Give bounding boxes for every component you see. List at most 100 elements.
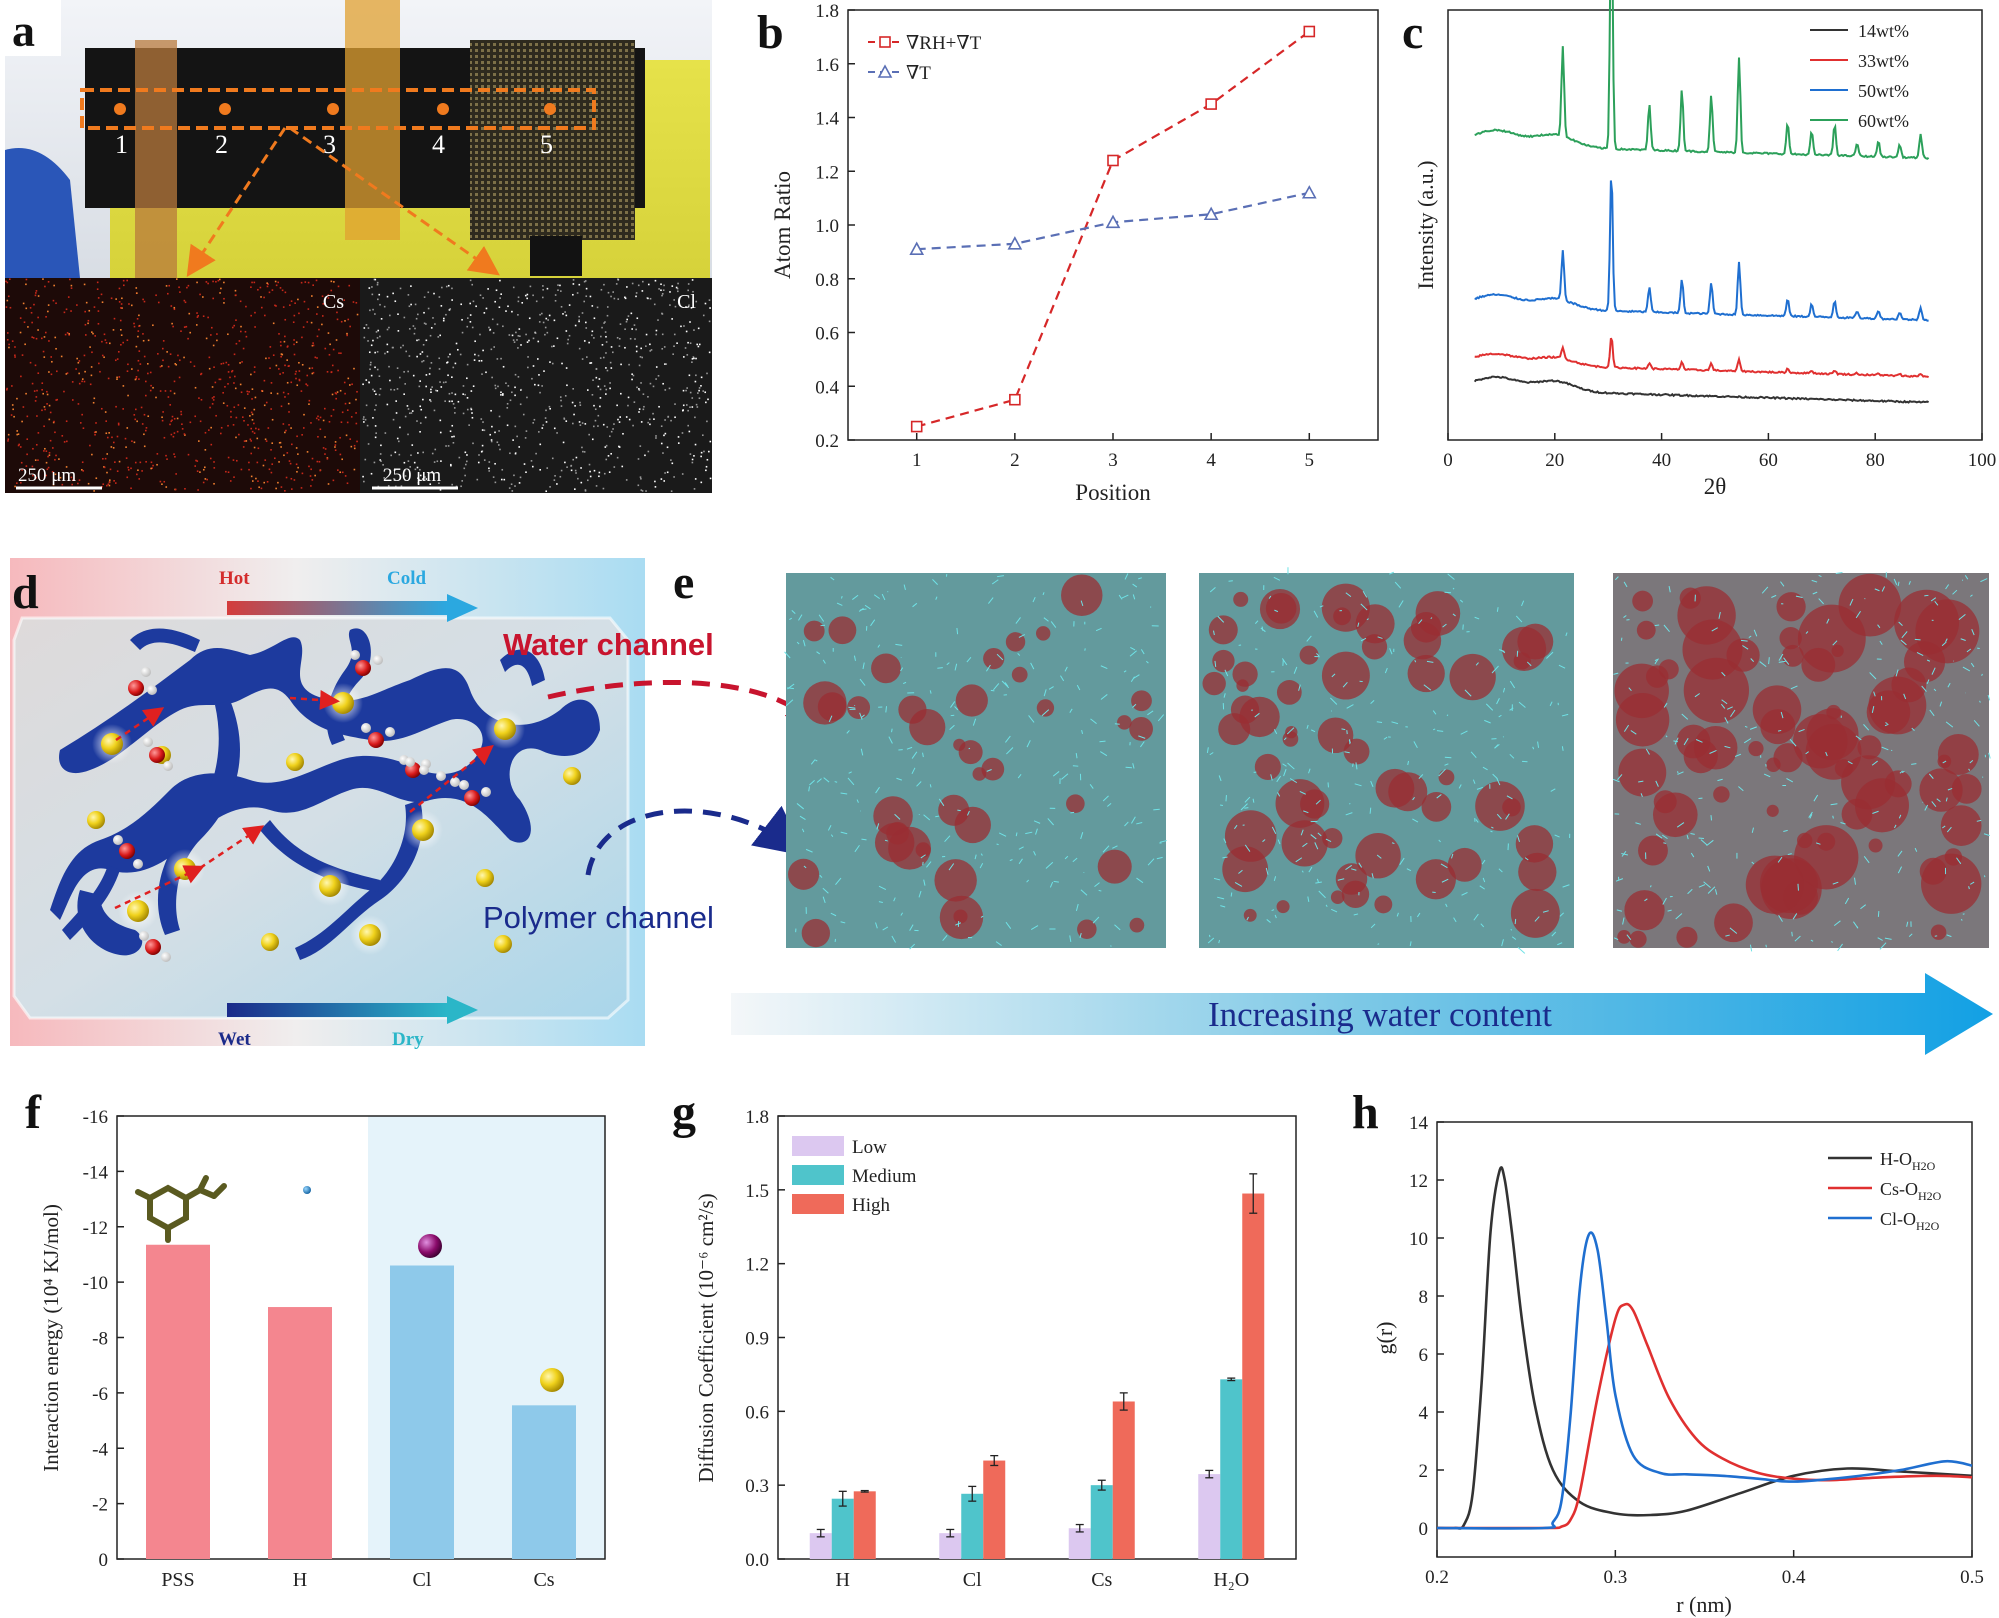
polymer-strand [861,838,867,841]
legend-label: 33wt% [1858,51,1909,71]
eds-dot [451,400,453,403]
eds-dot [183,433,186,435]
eds-dot [479,333,481,336]
eds-dot [362,418,365,420]
eds-dot [419,468,421,471]
eds-dot [380,460,382,462]
eds-dot [270,449,272,451]
eds-dot [207,316,209,319]
polymer-strand [966,657,972,663]
polymer-strand [1217,615,1225,623]
eds-dot [46,390,48,393]
eds-dot [534,332,537,334]
polymer-strand [1080,832,1084,840]
eds-dot [642,408,645,411]
eds-dot [311,479,314,481]
polymer-strand [1558,664,1566,669]
water-cluster [1745,855,1804,914]
eds-dot [439,334,442,337]
polymer-strand [1761,586,1769,594]
eds-dot [414,327,416,330]
eds-dot [603,385,606,387]
eds-dot [275,305,277,307]
eds-dot [474,340,476,343]
polymer-strand [1436,730,1444,732]
eds-dot [43,356,46,358]
eds-dot [31,465,34,468]
eds-dot [677,282,679,285]
polymer-strand [944,835,951,842]
eds-dot [45,450,48,452]
eds-dot [403,461,406,464]
eds-dot [408,412,411,415]
eds-dot [43,406,46,408]
eds-dot [250,373,252,376]
eds-dot [499,297,501,299]
eds-dot [535,300,538,303]
eds-dot [670,490,673,492]
water-cluster [1421,792,1452,822]
eds-dot [619,416,622,418]
eds-dot [431,386,433,388]
eds-dot [326,457,329,459]
eds-dot [340,352,342,355]
eds-dot [363,336,366,339]
eds-dot [649,382,652,385]
y-tick-label: -16 [83,1107,108,1128]
polymer-strand [1655,780,1659,787]
polymer-strand [1209,586,1216,593]
eds-dot [480,450,483,453]
eds-dot [592,379,594,381]
eds-dot [512,286,515,289]
x-tick-label: PSS [161,1569,194,1591]
eds-dot [691,361,693,363]
eds-dot [263,404,266,407]
eds-dot [334,449,337,452]
polymer-strand [1118,594,1123,600]
eds-dot [474,353,476,356]
eds-dot [145,394,147,397]
eds-dot [52,299,55,302]
eds-dot [660,283,662,286]
polymer-strand [1501,939,1504,947]
eds-dot [150,461,153,464]
x-tick-label: 0.2 [1425,1567,1449,1588]
polymer-strand [1881,586,1886,592]
water-cluster [1447,847,1482,882]
eds-dot [145,427,148,429]
eds-dot [708,450,710,453]
eds-dot [230,416,232,418]
position-marker: 5 [540,103,556,159]
water-cluster [1793,713,1848,769]
polymer-strand [816,651,821,655]
eds-dot [446,361,448,364]
eds-dot [551,362,554,365]
eds-map-cs-dots [5,278,359,492]
eds-dot [497,385,499,388]
eds-dot [445,381,447,383]
x-tick-label: 60 [1759,450,1778,471]
eds-dot [209,406,211,409]
eds-dot [700,481,703,484]
polymer-strand [1908,580,1911,585]
polymer-strand [1724,717,1729,724]
eds-dot [405,350,407,353]
polymer-strand [876,823,880,830]
polymer-strand [1458,784,1462,789]
polymer-strand [1407,760,1410,766]
plot-frame-h [1436,1121,1973,1558]
eds-dot [541,427,544,429]
svg-text:4: 4 [432,130,445,159]
eds-dot [367,443,370,445]
eds-dot [369,368,371,371]
polymer-strand [1033,850,1036,856]
eds-dot [700,455,702,458]
eds-dot [23,321,26,324]
water-cluster [1236,679,1249,692]
polymer-strand [1482,766,1488,771]
eds-dot [439,489,442,491]
polymer-strand [848,706,856,709]
polymer-strand [1030,662,1035,670]
eds-dot [341,471,344,474]
eds-dot [416,466,419,469]
